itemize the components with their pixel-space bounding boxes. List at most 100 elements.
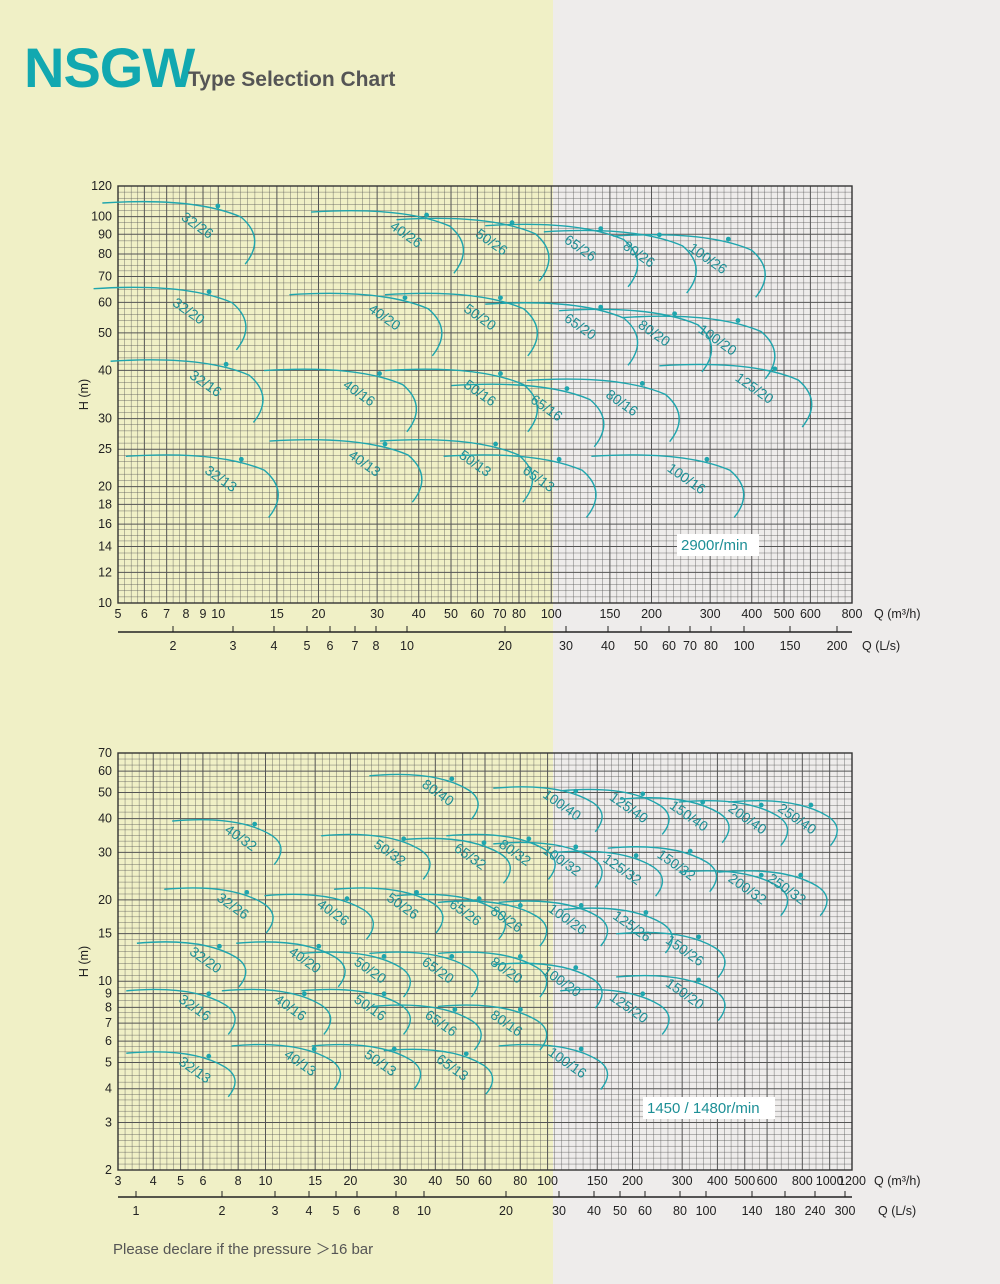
model-curve <box>563 907 673 954</box>
y-tick-label: 12 <box>98 565 112 579</box>
secondary-axis: 2 3 4 5 6 7 8 10 20 30 40 50 60 70 80 100 150 200 Q (L/s) <box>118 626 900 653</box>
model-point <box>311 1046 317 1052</box>
model-curve <box>493 962 603 1009</box>
model-curve <box>221 988 332 1035</box>
y-axis-label: H (m) <box>77 946 91 977</box>
model-point <box>498 371 503 376</box>
x-tick-label: 50 <box>456 1174 470 1188</box>
y-tick-label: 70 <box>98 746 112 760</box>
model-curve <box>172 819 282 866</box>
y-tick-label: 6 <box>105 1034 112 1048</box>
model-curve <box>485 302 639 366</box>
x-tick-label: 5 <box>177 1174 184 1188</box>
y-tick-label: 40 <box>98 363 112 377</box>
model-curve <box>493 841 603 888</box>
model-curve <box>126 988 236 1035</box>
x2-tick-label: 60 <box>638 1204 652 1218</box>
y-tick-label: 30 <box>98 845 112 859</box>
model-point <box>526 836 532 842</box>
x2-tick-label: 4 <box>271 639 278 653</box>
y-tick-label: 7 <box>105 1016 112 1030</box>
model-curve <box>678 870 789 917</box>
model-curve <box>718 870 828 917</box>
x2-tick-label: 140 <box>742 1204 763 1218</box>
x-tick-label: 400 <box>707 1174 728 1188</box>
x2-tick-label: 5 <box>304 639 311 653</box>
model-point <box>633 853 639 858</box>
model-curve <box>236 941 346 988</box>
model-label: 50/20 <box>461 300 499 333</box>
x2-tick-label: 40 <box>601 639 615 653</box>
x-tick-label: 200 <box>641 607 662 621</box>
model-label: 50/13 <box>456 447 494 480</box>
model-curve <box>437 1004 548 1051</box>
model-curve <box>264 893 374 940</box>
model-curve <box>560 988 670 1035</box>
model-point <box>735 318 741 323</box>
x2-tick-label: 3 <box>230 639 237 653</box>
model-curve <box>334 887 444 934</box>
x-tick-label: 60 <box>470 607 484 621</box>
x-tick-label: 150 <box>587 1174 608 1188</box>
y-tick-label: 60 <box>98 295 112 309</box>
model-curve <box>311 210 465 274</box>
model-curve <box>136 941 247 988</box>
model-point <box>696 977 702 983</box>
model-label: 40/20 <box>366 300 404 333</box>
y-tick-label: 10 <box>98 974 112 988</box>
background-right <box>553 0 1000 1284</box>
pressure-footnote: Please declare if the pressure ＞16 bar <box>113 1241 374 1258</box>
model-curve <box>301 988 411 1035</box>
x-tick-label: 40 <box>428 1174 442 1188</box>
x2-tick-label: 80 <box>704 639 718 653</box>
x-axis-label: Q (m³/h) <box>874 607 921 621</box>
x-tick-label: 800 <box>842 607 863 621</box>
grid <box>117 185 853 604</box>
model-point <box>463 1051 469 1057</box>
model-label: 80/26 <box>620 237 658 270</box>
model-curve <box>396 217 550 282</box>
model-curve <box>451 383 605 448</box>
model-point <box>598 226 604 232</box>
model-label: 32/16 <box>187 367 225 400</box>
model-point <box>772 366 778 372</box>
model-point <box>424 212 430 218</box>
x2-tick-label: 100 <box>734 639 755 653</box>
x2-tick-label: 7 <box>352 639 359 653</box>
x-tick-label: 40 <box>412 607 426 621</box>
model-point <box>578 902 584 908</box>
model-point <box>564 386 570 392</box>
model-label: 80/16 <box>603 386 641 419</box>
x-axis-label: Q (m³/h) <box>874 1174 921 1188</box>
model-curve <box>622 315 776 380</box>
model-curve <box>437 900 548 947</box>
model-curve <box>437 951 548 998</box>
brand-title: NSGW <box>24 36 195 99</box>
model-curve <box>446 833 556 880</box>
speed-label: 1450 / 1480r/min <box>643 1097 775 1119</box>
x-tick-label: 100 <box>541 607 562 621</box>
x-tick-label: 300 <box>700 607 721 621</box>
model-point <box>252 821 258 827</box>
x2-tick-label: 40 <box>587 1204 601 1218</box>
model-curve <box>369 951 479 998</box>
x2-tick-label: 30 <box>552 1204 566 1218</box>
model-label: 50/16 <box>461 376 499 409</box>
model-point <box>578 1046 584 1052</box>
model-curve <box>526 378 680 443</box>
model-curve <box>401 837 511 884</box>
x-tick-label: 4 <box>150 1174 157 1188</box>
model-point <box>382 441 388 447</box>
model-curve <box>559 308 713 373</box>
x-tick-label: 10 <box>259 1174 273 1188</box>
model-point <box>808 802 814 808</box>
model-point <box>206 1053 212 1059</box>
x-tick-label: 100 <box>537 1174 558 1188</box>
model-curve <box>311 1043 422 1090</box>
y-tick-label: 20 <box>98 480 112 494</box>
model-point <box>414 889 419 895</box>
x-tick-label: 15 <box>270 607 284 621</box>
x-tick-label: 6 <box>141 607 148 621</box>
model-point <box>206 991 212 997</box>
